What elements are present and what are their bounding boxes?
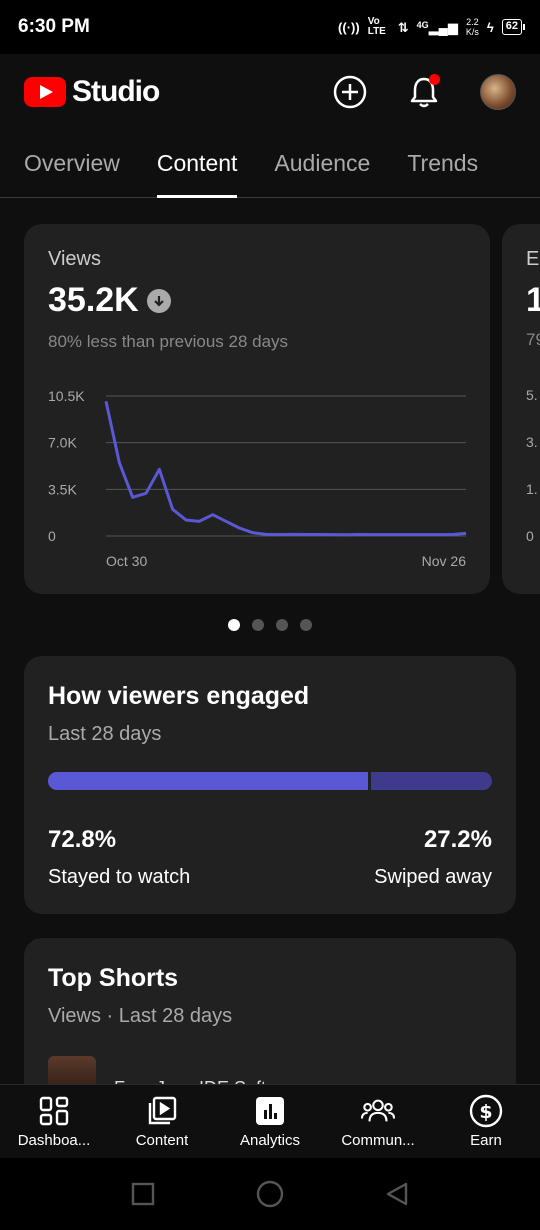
tab-content[interactable]: Content xyxy=(156,130,237,198)
hotspot-icon: ((·)) xyxy=(338,19,360,35)
arrow-down-icon xyxy=(146,288,171,313)
next-card-tick-4: 0 xyxy=(526,528,534,544)
back-icon[interactable] xyxy=(384,1181,410,1207)
chart-y-tick-label: 10.5K xyxy=(48,388,85,404)
header-actions xyxy=(332,74,516,110)
status-icons: ((·)) Vo LTE ⇅ 4G▂▄▆ 2.2 K/s ϟ 62 xyxy=(338,16,526,37)
volte-icon: Vo LTE xyxy=(367,16,386,37)
top-shorts-title: Top Shorts xyxy=(48,964,179,992)
bottom-nav: Dashboa... Content Analytics Commun xyxy=(0,1084,540,1158)
status-time: 6:30 PM xyxy=(18,16,90,37)
nav-dashboard-label: Dashboa... xyxy=(17,1132,91,1149)
chart-y-tick-label: 3.5K xyxy=(48,481,77,497)
tab-trends[interactable]: Trends xyxy=(407,150,479,176)
svg-text:$: $ xyxy=(479,1101,492,1123)
app-header: Studio xyxy=(0,54,540,130)
next-card-tick-2: 3. xyxy=(526,434,538,450)
content-icon xyxy=(145,1094,179,1128)
create-button[interactable] xyxy=(332,74,368,110)
tab-overview[interactable]: Overview xyxy=(24,150,120,176)
carousel-dot[interactable] xyxy=(300,619,312,631)
next-metric-card[interactable]: E 1 79 5. 3. 1. 0 xyxy=(502,224,540,594)
chart-series-line xyxy=(104,401,467,537)
next-card-label: E xyxy=(526,248,540,270)
nav-community[interactable]: Commun... xyxy=(324,1085,432,1158)
engagement-card[interactable]: How viewers engaged Last 28 days 72.8% S… xyxy=(24,656,516,914)
carousel-dot[interactable] xyxy=(228,619,240,631)
logo-text: Studio xyxy=(72,75,160,108)
network-type: 4G xyxy=(416,19,429,30)
next-card-comparison: 79 xyxy=(526,330,540,349)
stayed-label: Stayed to watch xyxy=(48,866,191,888)
system-nav-bar xyxy=(0,1158,540,1230)
home-icon[interactable] xyxy=(255,1179,285,1209)
signal-icon: 4G▂▄▆ xyxy=(416,19,458,35)
data-transfer-icon: ⇅ xyxy=(397,19,409,35)
analytics-icon xyxy=(253,1094,287,1128)
youtube-play-icon xyxy=(24,77,66,107)
nav-earn[interactable]: $ Earn xyxy=(432,1085,540,1158)
top-shorts-subtitle: Views · Last 28 days xyxy=(48,1005,233,1027)
earn-icon: $ xyxy=(469,1094,503,1128)
next-card-tick-3: 1. xyxy=(526,481,538,497)
carousel-indicator xyxy=(0,619,540,631)
status-bar: 6:30 PM ((·)) Vo LTE ⇅ 4G▂▄▆ 2.2 K/s ϟ 6… xyxy=(0,0,540,54)
nav-content[interactable]: Content xyxy=(108,1085,216,1158)
nav-content-label: Content xyxy=(135,1132,189,1149)
engagement-bar xyxy=(48,772,492,790)
chart-x-tick-label: Nov 26 xyxy=(422,553,467,569)
chart-y-tick-label: 7.0K xyxy=(48,435,77,451)
net-speed: 2.2 K/s xyxy=(466,17,479,37)
studio-logo[interactable]: Studio xyxy=(24,75,160,109)
stayed-bar-fill xyxy=(48,772,372,790)
recents-icon[interactable] xyxy=(130,1181,156,1207)
nav-dashboard[interactable]: Dashboa... xyxy=(0,1085,108,1158)
engagement-subtitle: Last 28 days xyxy=(48,723,162,745)
views-label: Views xyxy=(48,248,101,270)
views-value: 35.2K xyxy=(48,281,139,319)
swiped-percent: 27.2% xyxy=(423,826,492,853)
chart-x-tick-label: Oct 30 xyxy=(106,553,147,569)
engagement-title: How viewers engaged xyxy=(48,682,310,710)
nav-community-label: Commun... xyxy=(341,1132,415,1149)
nav-analytics-label: Analytics xyxy=(239,1132,301,1149)
net-speed-value: 2.2 xyxy=(466,17,479,27)
analytics-tabs: Overview Content Audience Trends xyxy=(0,130,540,198)
notifications-button[interactable] xyxy=(406,74,442,110)
carousel-dot[interactable] xyxy=(252,619,264,631)
carousel-dot[interactable] xyxy=(276,619,288,631)
community-icon xyxy=(361,1094,395,1128)
views-card[interactable]: Views 35.2K 80% less than previous 28 da… xyxy=(24,224,490,594)
views-comparison: 80% less than previous 28 days xyxy=(48,332,289,351)
net-speed-unit: K/s xyxy=(465,27,479,37)
swiped-label: Swiped away xyxy=(374,866,492,888)
avatar[interactable] xyxy=(480,74,516,110)
dashboard-icon xyxy=(37,1094,71,1128)
next-card-value: 1 xyxy=(526,281,540,319)
charging-icon: ϟ xyxy=(486,19,494,35)
nav-earn-label: Earn xyxy=(470,1132,502,1149)
battery-icon: 62 xyxy=(501,19,526,35)
chart-y-tick-label: 0 xyxy=(48,528,56,544)
add-circle-icon xyxy=(333,75,367,109)
nav-analytics[interactable]: Analytics xyxy=(216,1085,324,1158)
notification-badge xyxy=(429,74,440,85)
views-chart: 10.5K 7.0K 3.5K 0 Oct 30 Nov 26 xyxy=(48,388,467,569)
stayed-percent: 72.8% xyxy=(48,826,117,853)
tab-audience[interactable]: Audience xyxy=(274,150,371,176)
next-card-tick-1: 5. xyxy=(526,387,538,403)
